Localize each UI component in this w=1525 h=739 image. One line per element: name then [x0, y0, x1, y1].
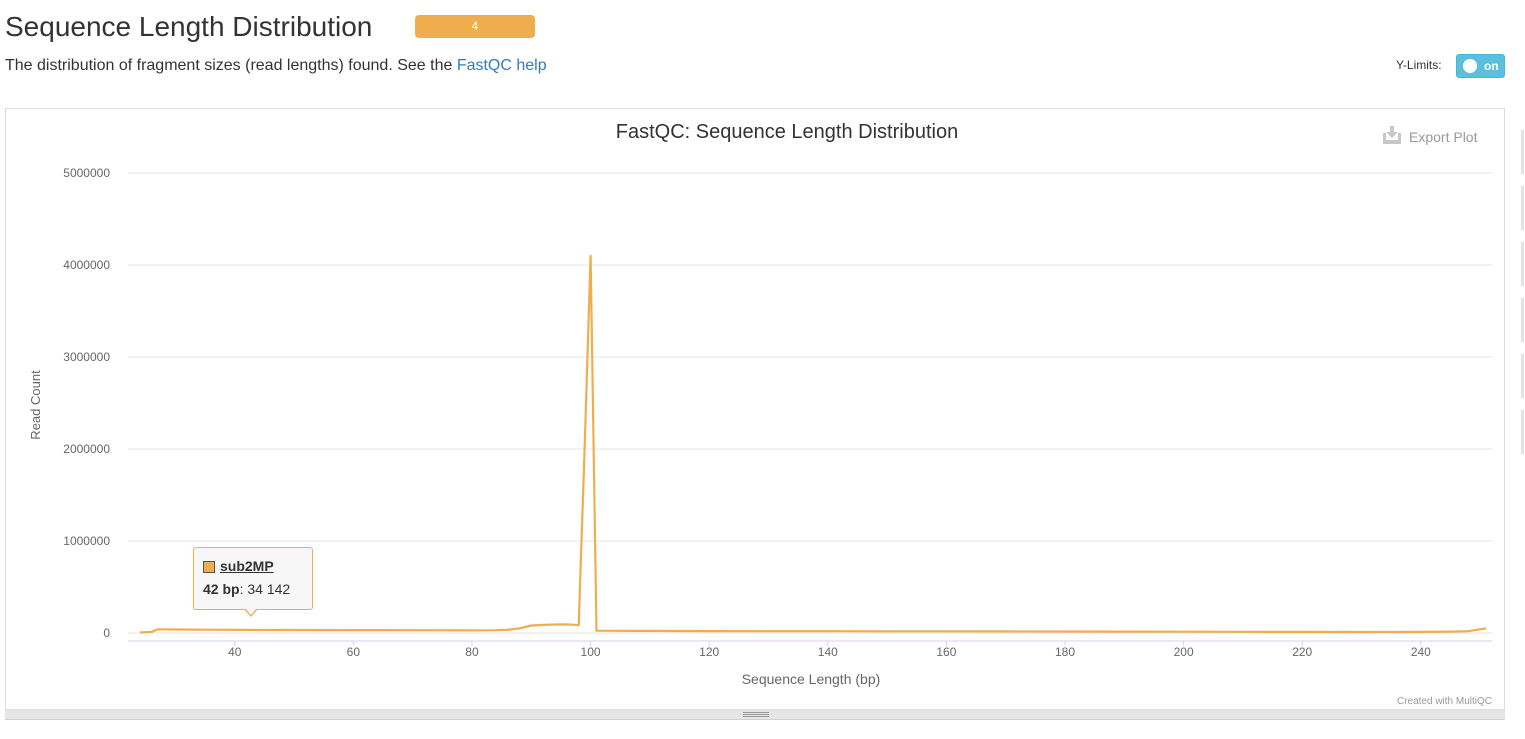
x-tick-label: 200 [1174, 645, 1194, 659]
data-point [205, 629, 206, 630]
fastqc-help-link[interactable]: FastQC help [456, 57, 547, 74]
export-plot-label: Export Plot [1409, 129, 1478, 145]
data-point [584, 449, 585, 450]
data-point [246, 629, 247, 630]
y-tick-label: 0 [103, 626, 110, 640]
data-point [495, 630, 496, 631]
y-axis-title: Read Count [28, 370, 43, 440]
data-point [175, 629, 176, 630]
y-tick-label: 5000000 [63, 166, 110, 180]
plot-container: FastQC: Sequence Length Distribution Exp… [5, 108, 1505, 710]
description-text: The distribution of fragment sizes (read… [5, 57, 457, 74]
data-point [1124, 631, 1125, 632]
x-tick-label: 240 [1411, 645, 1431, 659]
x-tick-label: 100 [581, 645, 601, 659]
data-point [887, 631, 888, 632]
data-point [1242, 631, 1243, 632]
plot-resize-handle[interactable] [5, 710, 1505, 720]
download-icon [1383, 126, 1401, 144]
chart-title: FastQC: Sequence Length Distribution [616, 121, 958, 143]
data-point [1474, 630, 1475, 631]
x-tick-label: 80 [465, 645, 479, 659]
chart-tooltip: sub2MP 42 bp: 34 142 [193, 547, 313, 610]
data-point [412, 630, 413, 631]
data-point [1183, 631, 1184, 632]
toggle-knob [1463, 59, 1477, 73]
x-axis-title: Sequence Length (bp) [742, 671, 881, 687]
export-plot-button[interactable]: Export Plot [1383, 126, 1478, 145]
data-point [543, 624, 544, 625]
data-point [572, 624, 573, 625]
data-point [566, 624, 567, 625]
data-point [768, 631, 769, 632]
tooltip-y-value: : 34 142 [239, 581, 291, 597]
data-point [1486, 628, 1487, 629]
data-point [471, 630, 472, 631]
data-point [139, 632, 140, 633]
page-title: Sequence Length Distribution [5, 11, 373, 42]
y-tick-label: 2000000 [63, 442, 110, 456]
x-tick-label: 140 [818, 645, 838, 659]
data-point [294, 629, 295, 630]
data-point [649, 630, 650, 631]
data-point [946, 631, 947, 632]
data-point [590, 255, 591, 256]
x-tick-label: 220 [1292, 645, 1312, 659]
tooltip-series-swatch [203, 561, 215, 573]
data-point [1005, 631, 1006, 632]
data-point [1450, 631, 1451, 632]
resize-grip-icon [743, 712, 769, 717]
data-point [554, 624, 555, 625]
data-point [1361, 631, 1362, 632]
data-point [151, 631, 152, 632]
x-tick-label: 60 [347, 645, 361, 659]
data-point [596, 630, 597, 631]
line-chart: FastQC: Sequence Length Distribution Exp… [28, 121, 1492, 707]
ylimits-label: Y-Limits: [1396, 58, 1442, 72]
data-point [709, 631, 710, 632]
y-tick-label: 4000000 [63, 258, 110, 272]
multiqc-credit: Created with MultiQC [1397, 696, 1492, 707]
side-scroll-indicator [1521, 130, 1525, 460]
x-tick-label: 160 [936, 645, 956, 659]
ylimits-toggle[interactable]: on [1456, 54, 1505, 78]
data-point [525, 627, 526, 628]
data-point [531, 625, 532, 626]
series-line-sub2MP[interactable] [139, 254, 1487, 634]
tooltip-arrow [244, 608, 258, 617]
data-point [157, 629, 158, 630]
data-point [1420, 631, 1421, 632]
tooltip-value-line: 42 bp: 34 142 [203, 581, 290, 597]
data-point [353, 630, 354, 631]
data-point [519, 628, 520, 629]
x-tick-label: 180 [1055, 645, 1075, 659]
data-point [827, 631, 828, 632]
data-point [1468, 631, 1469, 632]
data-point [1480, 629, 1481, 630]
tooltip-series-name: sub2MP [220, 558, 274, 574]
section-description: The distribution of fragment sizes (read… [5, 55, 547, 77]
data-point [578, 625, 579, 626]
tooltip-x-value: 42 bp [203, 581, 240, 597]
x-tick-label: 120 [699, 645, 719, 659]
y-tick-label: 3000000 [63, 350, 110, 364]
data-point [1302, 631, 1303, 632]
status-badge: 4 [415, 15, 535, 38]
data-point [507, 629, 508, 630]
x-tick-label: 40 [228, 645, 242, 659]
data-point [1065, 631, 1066, 632]
y-tick-label: 1000000 [63, 534, 110, 548]
toggle-state: on [1484, 59, 1499, 73]
